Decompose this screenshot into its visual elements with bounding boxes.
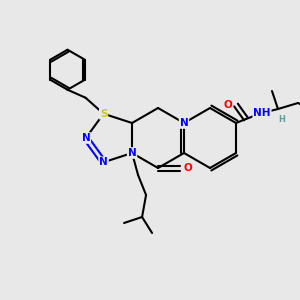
- Text: N: N: [180, 118, 188, 128]
- Text: S: S: [100, 109, 107, 119]
- Text: NH: NH: [253, 108, 271, 118]
- Text: N: N: [82, 133, 90, 143]
- Text: N: N: [128, 148, 136, 158]
- Text: N: N: [99, 157, 108, 167]
- Text: O: O: [224, 100, 232, 110]
- Text: O: O: [184, 163, 192, 173]
- Text: H: H: [278, 115, 285, 124]
